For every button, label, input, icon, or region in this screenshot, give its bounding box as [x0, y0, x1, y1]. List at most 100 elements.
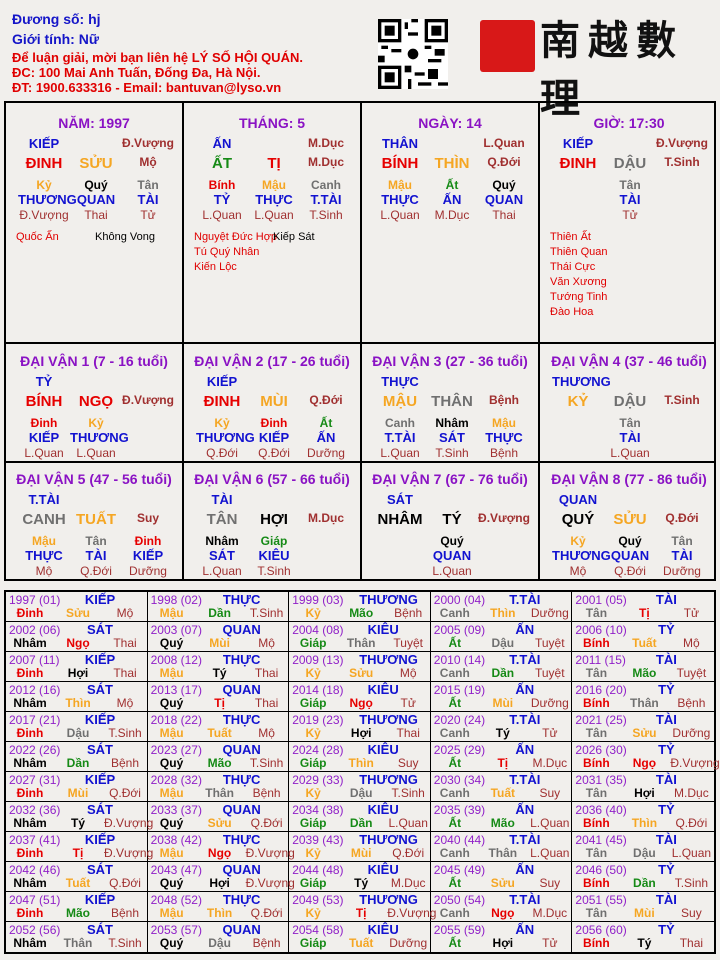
year-branch: Thân — [630, 696, 659, 710]
empty-slot — [122, 446, 174, 460]
year-cell: 2053 (57) QUAN Quý Dậu Bệnh — [148, 922, 290, 952]
year-label: 2056 (60) — [575, 923, 627, 937]
row: Đ.Vượng Thai Tử — [18, 208, 174, 222]
row: ĐINH DẬU T.Sinh — [552, 155, 708, 172]
year-ten-god: TÀI — [655, 832, 677, 847]
empty-slot — [374, 534, 426, 548]
year-stem-branch-row: Bính Tuất Mộ — [574, 636, 712, 650]
dai-van-title: ĐẠI VẬN 6 (57 - 66 tuổi) — [194, 471, 350, 487]
auspicious-star: Kiến Lộc — [194, 261, 237, 273]
hidden-ten-god: T.TÀI — [384, 430, 416, 445]
hidden-stem: Mậu — [388, 178, 412, 192]
year-ten-god: SÁT — [87, 622, 113, 637]
year-cell: 2008 (12) THỰC Mậu Tý Thai — [147, 652, 290, 682]
year-stem-branch-row: Nhâm Tý Đ.Vượng — [8, 816, 153, 830]
row: Kỷ Quý Tân — [18, 178, 174, 192]
year-branch: Tị — [639, 606, 650, 620]
year-label: 2030 (34) — [433, 773, 486, 787]
hidden-stem: Nhâm — [435, 416, 469, 430]
heavenly-stem: TÂN — [206, 511, 238, 528]
empty-slot — [248, 492, 300, 507]
year-ten-god: T.TÀI — [509, 772, 541, 787]
year-ten-god: SÁT — [87, 682, 113, 697]
year-stage: T.Sinh — [674, 876, 709, 890]
year-stage: Dưỡng — [672, 726, 711, 740]
year-branch: Dậu — [208, 936, 231, 950]
hidden-stem: Mậu — [32, 534, 56, 548]
hidden-stem: Tân — [619, 178, 641, 192]
year-stem-branch-row: Tân Mùi Suy — [574, 906, 712, 920]
year-branch: Sửu — [632, 726, 657, 740]
stem-ten-god: KIẾP — [28, 136, 60, 151]
branch-stage: Q.Đới — [309, 393, 343, 407]
stem-stage: L.Quan — [483, 136, 525, 150]
year-stem-branch-row: Quý Sửu Q.Đới — [150, 816, 288, 830]
year-stage: Suy — [539, 876, 561, 890]
year-stage: Tử — [400, 696, 416, 710]
dai-van-cell: ĐẠI VẬN 7 (67 - 76 tuổi) SÁT NHÂM TÝ Đ.Vượng… — [362, 462, 540, 579]
pillar-title: NGÀY: 14 — [418, 115, 482, 131]
hidden-stage: L.Quan — [202, 208, 242, 222]
year-stage: Suy — [539, 786, 561, 800]
year-stem-branch-row: Quý Tị Thai — [150, 696, 288, 710]
year-ten-god: ẤN — [515, 802, 535, 817]
heavenly-stem: MẬU — [382, 393, 418, 410]
year-cell: 2044 (48) KIÊU Giáp Tý M.Dục — [289, 862, 431, 892]
row: L.Quan — [552, 446, 708, 460]
year-branch: Tý — [70, 816, 85, 830]
year-ten-god: THỰC — [222, 772, 261, 787]
year-stage: Đ.Vượng — [245, 876, 295, 890]
year-stem: Mậu — [159, 726, 184, 740]
year-ten-god: TỶ — [658, 682, 675, 697]
year-ten-god: ẤN — [515, 862, 535, 877]
year-label: 1997 (01) — [9, 593, 61, 607]
hidden-stage: Q.Đới — [258, 446, 290, 460]
year-branch: Hợi — [67, 666, 89, 680]
year-stage: Q.Đới — [250, 816, 283, 830]
hidden-stem: Ất — [319, 416, 333, 430]
year-ten-god: THƯƠNG — [359, 772, 418, 787]
stem-ten-god: THÂN — [381, 136, 419, 151]
hidden-ten-god: TÀI — [671, 548, 693, 563]
row: NHÂM TÝ Đ.Vượng — [374, 511, 530, 528]
year-stem-branch-row: Giáp Tuất Dưỡng — [291, 936, 429, 950]
year-label: 2032 (36) — [9, 803, 61, 817]
hidden-stage: L.Quan — [380, 208, 420, 222]
contact-line-1: Để luận giải, mời bạn liên hệ LÝ SỐ HỘI … — [12, 50, 303, 65]
branch-stage: Đ.Vượng — [478, 511, 530, 525]
hidden-ten-god: TÀI — [619, 430, 641, 445]
hidden-ten-god: THỰC — [485, 430, 523, 445]
year-stem: Quý — [159, 876, 184, 890]
year-stem: Nhâm — [13, 696, 47, 710]
heavenly-stem: ĐINH — [203, 393, 241, 410]
year-cell: 2029 (33) THƯƠNG Kỷ Dậu T.Sinh — [289, 772, 431, 802]
year-ten-god: SÁT — [87, 802, 113, 817]
year-ten-god: TỶ — [658, 862, 675, 877]
empty-slot — [604, 492, 656, 507]
year-stage: Tuyệt — [535, 636, 565, 650]
branch-stage: T.Sinh — [664, 155, 700, 169]
year-cell: 2016 (20) TỶ Bính Thân Bệnh — [572, 682, 714, 712]
year-stage: Mộ — [116, 606, 134, 620]
hidden-stage: L.Quan — [380, 446, 420, 460]
year-stage: Bệnh — [110, 906, 140, 920]
row: L.Quan — [374, 564, 530, 578]
heavenly-stem: BÍNH — [381, 155, 419, 172]
year-stage: Dưỡng — [389, 936, 428, 950]
year-cell: 2012 (16) SÁT Nhâm Thìn Mộ — [6, 682, 148, 712]
pillar-cell: GIỜ: 17:30 KIẾP Đ.Vượng ĐINH DẬU T.Sinh Tân TÀI… — [540, 103, 718, 342]
year-stage: Đ.Vượng — [104, 846, 154, 860]
year-stem: Giáp — [299, 936, 327, 950]
year-branch: Ngọ — [632, 756, 657, 770]
row: Mộ Q.Đới Dưỡng — [18, 564, 174, 578]
year-branch: Dần — [208, 606, 231, 620]
year-stem: Tân — [585, 786, 608, 800]
year-ten-god: SÁT — [87, 862, 113, 877]
year-stem: Giáp — [299, 816, 327, 830]
year-ten-god: QUAN — [222, 622, 261, 637]
hidden-stem: Canh — [385, 416, 415, 430]
year-stem: Tân — [585, 906, 608, 920]
empty-slot — [300, 564, 352, 578]
year-ten-god: QUAN — [222, 862, 261, 877]
year-branch: Mão — [632, 666, 657, 680]
